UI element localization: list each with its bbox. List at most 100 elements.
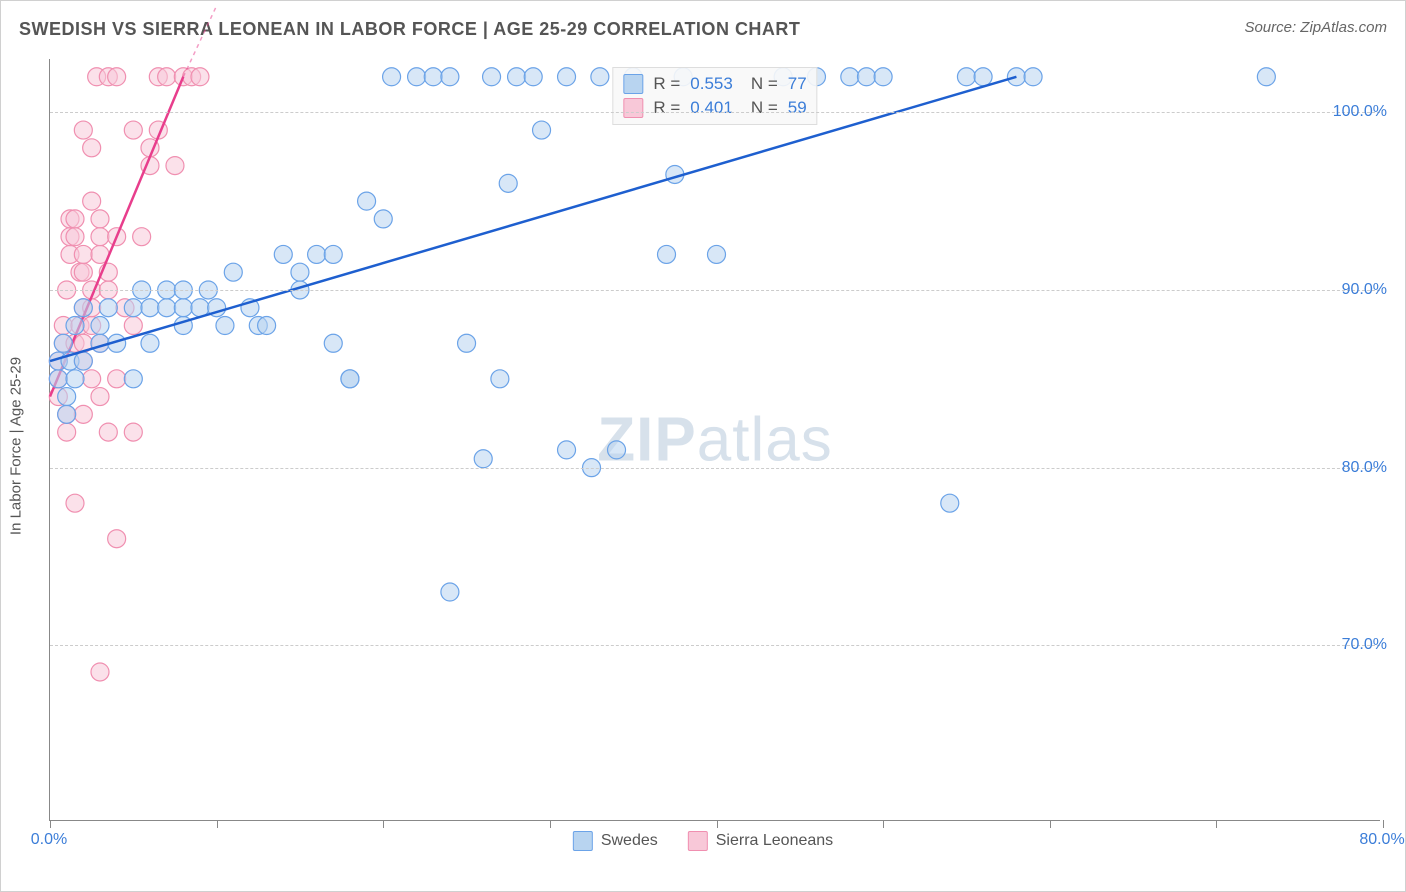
scatter-point (124, 299, 142, 317)
regression-line (50, 77, 1016, 361)
scatter-point (374, 210, 392, 228)
scatter-point (91, 228, 109, 246)
x-tick (550, 820, 551, 828)
x-tick (1383, 820, 1384, 828)
scatter-point (74, 405, 92, 423)
stats-row: R =0.553N =77 (623, 72, 806, 96)
scatter-point (708, 245, 726, 263)
x-tick-label: 0.0% (31, 831, 67, 849)
scatter-point (74, 352, 92, 370)
scatter-point (224, 263, 242, 281)
regression-line-dashed (183, 6, 216, 77)
x-tick (883, 820, 884, 828)
x-tick (50, 820, 51, 828)
scatter-point (124, 423, 142, 441)
scatter-point (441, 68, 459, 86)
scatter-point (158, 68, 176, 86)
scatter-point (124, 121, 142, 139)
y-tick-label: 100.0% (1333, 103, 1387, 121)
scatter-point (174, 299, 192, 317)
scatter-point (83, 139, 101, 157)
scatter-point (508, 68, 526, 86)
y-tick-label: 80.0% (1342, 459, 1387, 477)
scatter-point (91, 210, 109, 228)
x-tick-label: 80.0% (1359, 831, 1404, 849)
legend-swatch (573, 831, 593, 851)
scatter-point (491, 370, 509, 388)
legend-item: Swedes (573, 831, 658, 851)
scatter-point (74, 245, 92, 263)
stats-row: R =0.401N =59 (623, 96, 806, 120)
stats-r-value: 0.401 (690, 98, 733, 118)
scatter-point (124, 370, 142, 388)
scatter-point (91, 317, 109, 335)
scatter-point (874, 68, 892, 86)
scatter-point (308, 245, 326, 263)
scatter-point (941, 494, 959, 512)
x-tick (1216, 820, 1217, 828)
scatter-point (458, 334, 476, 352)
stats-swatch (623, 98, 643, 118)
scatter-point (74, 263, 92, 281)
scatter-point (54, 334, 72, 352)
scatter-point (66, 317, 84, 335)
scatter-point (424, 68, 442, 86)
scatter-point (166, 157, 184, 175)
grid-line (50, 645, 1380, 646)
x-tick (383, 820, 384, 828)
scatter-point (66, 494, 84, 512)
scatter-point (558, 441, 576, 459)
scatter-point (274, 245, 292, 263)
grid-line (50, 112, 1380, 113)
scatter-point (1257, 68, 1275, 86)
scatter-point (58, 388, 76, 406)
scatter-point (857, 68, 875, 86)
scatter-point (441, 583, 459, 601)
scatter-point (524, 68, 542, 86)
scatter-point (483, 68, 501, 86)
scatter-point (99, 423, 117, 441)
scatter-point (124, 317, 142, 335)
bottom-legend: Swedes Sierra Leoneans (573, 831, 833, 851)
scatter-point (49, 370, 67, 388)
y-tick-label: 90.0% (1342, 281, 1387, 299)
scatter-point (66, 370, 84, 388)
scatter-point (83, 370, 101, 388)
scatter-point (158, 299, 176, 317)
plot-area: ZIPatlas R =0.553N =77R =0.401N =59 (49, 59, 1380, 821)
chart-title: SWEDISH VS SIERRA LEONEAN IN LABOR FORCE… (19, 19, 800, 40)
scatter-point (91, 663, 109, 681)
x-tick (1050, 820, 1051, 828)
source-label: Source: ZipAtlas.com (1244, 19, 1387, 36)
y-axis-label: In Labor Force | Age 25-29 (8, 357, 25, 535)
stats-n-label: N = (751, 98, 778, 118)
scatter-point (658, 245, 676, 263)
scatter-point (1024, 68, 1042, 86)
scatter-point (141, 299, 159, 317)
scatter-point (66, 228, 84, 246)
scatter-point (66, 210, 84, 228)
scatter-point (58, 405, 76, 423)
legend-label: Swedes (601, 832, 658, 850)
scatter-point (591, 68, 609, 86)
scatter-point (957, 68, 975, 86)
scatter-point (99, 299, 117, 317)
grid-line (50, 468, 1380, 469)
scatter-point (841, 68, 859, 86)
scatter-point (499, 174, 517, 192)
legend-label: Sierra Leoneans (716, 832, 833, 850)
scatter-point (58, 423, 76, 441)
scatter-point (291, 263, 309, 281)
legend-item: Sierra Leoneans (688, 831, 833, 851)
scatter-point (216, 317, 234, 335)
stats-n-label: N = (751, 74, 778, 94)
scatter-point (133, 228, 151, 246)
legend-swatch (688, 831, 708, 851)
scatter-point (408, 68, 426, 86)
chart-container: SWEDISH VS SIERRA LEONEAN IN LABOR FORCE… (0, 0, 1406, 892)
scatter-point (91, 388, 109, 406)
y-tick-label: 70.0% (1342, 636, 1387, 654)
scatter-point (608, 441, 626, 459)
x-tick (217, 820, 218, 828)
scatter-point (974, 68, 992, 86)
